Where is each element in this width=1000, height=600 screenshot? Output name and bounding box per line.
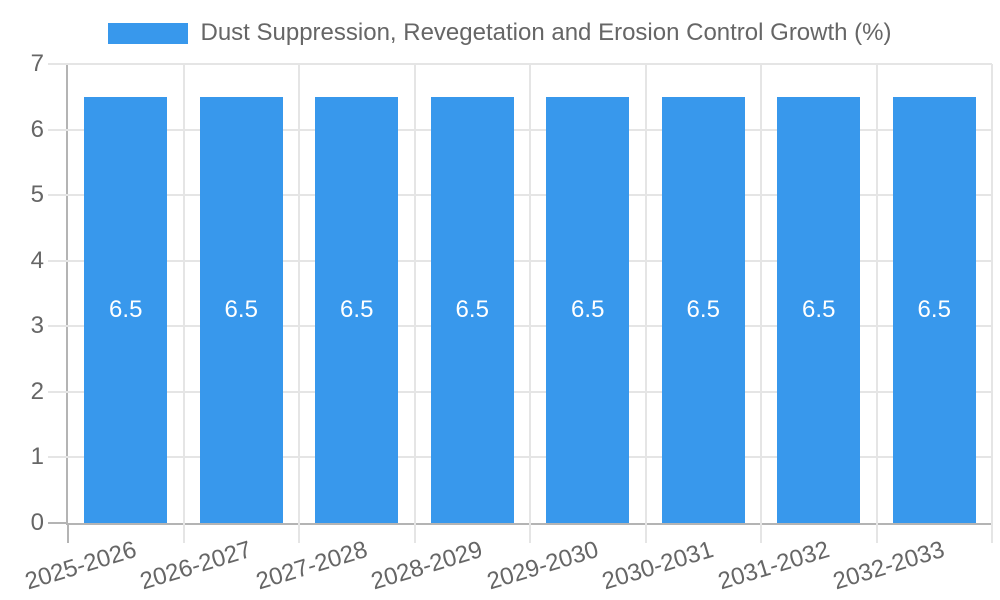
y-tick	[48, 390, 68, 393]
y-axis-label: 5	[30, 181, 44, 209]
y-axis-label: 7	[30, 50, 44, 77]
bar-value-label: 6.5	[340, 295, 374, 323]
legend[interactable]: Dust Suppression, Revegetation and Erosi…	[0, 20, 1000, 46]
x-tick	[67, 523, 69, 543]
bar-value-label: 6.5	[109, 295, 143, 323]
x-tick	[644, 523, 647, 543]
x-gridline	[182, 64, 185, 523]
x-tick	[413, 523, 416, 543]
y-tick	[48, 325, 68, 328]
y-axis-label: 0	[30, 509, 44, 536]
plot-area: 0 1 2 3 4 5 6 7 6.5 2025-2026 6.5 2026-2027 6.5 2027-…	[22, 51, 993, 595]
x-gridline	[991, 64, 993, 523]
x-gridline	[760, 64, 762, 523]
x-tick	[875, 523, 878, 543]
bar[interactable]: 6.5	[430, 96, 514, 523]
y-axis-label: 3	[30, 312, 44, 340]
bar-value-label: 6.5	[571, 295, 605, 323]
bar-value-label: 6.5	[917, 295, 951, 323]
x-tick	[529, 523, 531, 543]
y-axis-label: 2	[30, 377, 44, 405]
x-gridline	[875, 64, 878, 523]
x-tick	[760, 523, 762, 543]
x-gridline	[298, 64, 300, 523]
bar[interactable]: 6.5	[777, 96, 861, 523]
bar-value-label: 6.5	[455, 295, 489, 323]
bar[interactable]: 6.5	[661, 96, 745, 523]
y-axis-label: 4	[30, 246, 44, 274]
legend-label: Dust Suppression, Revegetation and Erosi…	[200, 19, 892, 46]
y-axis-label: 6	[30, 115, 44, 143]
y-tick	[48, 63, 68, 65]
x-gridline	[529, 64, 531, 523]
legend-swatch-icon	[108, 22, 189, 44]
bar-value-label: 6.5	[686, 295, 720, 323]
y-tick	[48, 522, 68, 524]
y-tick	[48, 194, 68, 197]
x-tick	[182, 523, 185, 543]
bar[interactable]: 6.5	[892, 96, 976, 523]
bar-value-label: 6.5	[802, 295, 836, 323]
x-tick	[298, 523, 300, 543]
bar[interactable]: 6.5	[84, 96, 168, 523]
bar-value-label: 6.5	[224, 295, 258, 323]
bar[interactable]: 6.5	[546, 96, 630, 523]
bar[interactable]: 6.5	[315, 96, 399, 523]
x-gridline	[413, 64, 416, 523]
y-tick	[48, 128, 68, 131]
y-tick	[48, 456, 68, 459]
y-axis-label: 1	[30, 443, 44, 471]
x-tick	[991, 523, 993, 543]
bar[interactable]: 6.5	[199, 96, 283, 523]
x-gridline	[644, 64, 647, 523]
y-tick	[48, 259, 68, 262]
